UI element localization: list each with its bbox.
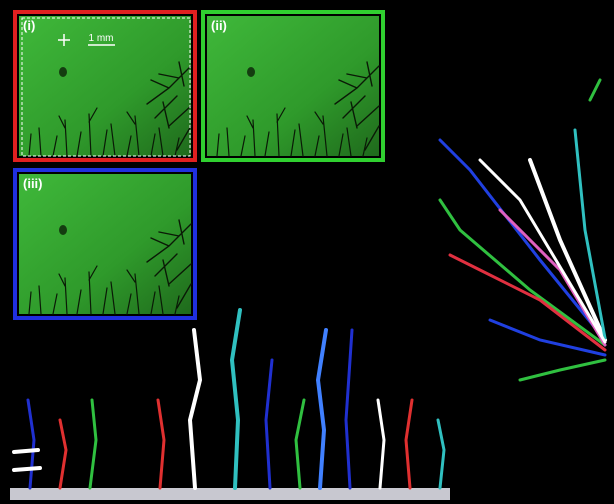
panel: (ii) <box>203 12 383 160</box>
scale-bar-label: 1 mm <box>89 33 114 44</box>
figure: (i) 1 mm (ii) (iii) <box>0 0 614 504</box>
electrode <box>10 488 450 500</box>
body: (i) 1 mm (ii) (iii) (() => { const data … <box>0 0 614 504</box>
panel-label: (ii) <box>211 18 227 33</box>
panel-label: (iii) <box>23 176 43 191</box>
panel-image <box>207 16 379 156</box>
panel-label: (i) <box>23 18 35 33</box>
panel: (i) 1 mm <box>15 12 195 160</box>
panel-image <box>19 174 191 314</box>
page: Dendrite growth panels {"panels": [{"lab… <box>0 0 614 504</box>
panel: (iii) <box>15 170 195 318</box>
